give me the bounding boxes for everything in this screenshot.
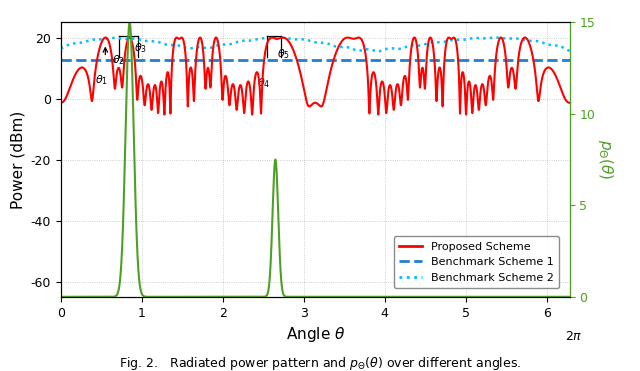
Y-axis label: Power (dBm): Power (dBm) [10, 111, 25, 209]
Text: $\theta_5$: $\theta_5$ [277, 47, 290, 61]
Text: $\theta_4$: $\theta_4$ [257, 76, 270, 90]
Text: $\theta_3$: $\theta_3$ [134, 41, 147, 55]
Text: $2\pi$: $2\pi$ [565, 330, 582, 343]
X-axis label: Angle $\theta$: Angle $\theta$ [285, 325, 345, 344]
Legend: Proposed Scheme, Benchmark Scheme 1, Benchmark Scheme 2: Proposed Scheme, Benchmark Scheme 1, Ben… [394, 236, 559, 289]
Text: $\theta_2$: $\theta_2$ [112, 53, 125, 67]
Text: $\theta_1$: $\theta_1$ [95, 73, 108, 87]
Y-axis label: $p_{\Theta}(\theta)$: $p_{\Theta}(\theta)$ [596, 139, 614, 180]
Text: Fig. 2.   Radiated power pattern and $p_{\Theta}(\theta)$ over different angles.: Fig. 2. Radiated power pattern and $p_{\… [119, 355, 521, 371]
